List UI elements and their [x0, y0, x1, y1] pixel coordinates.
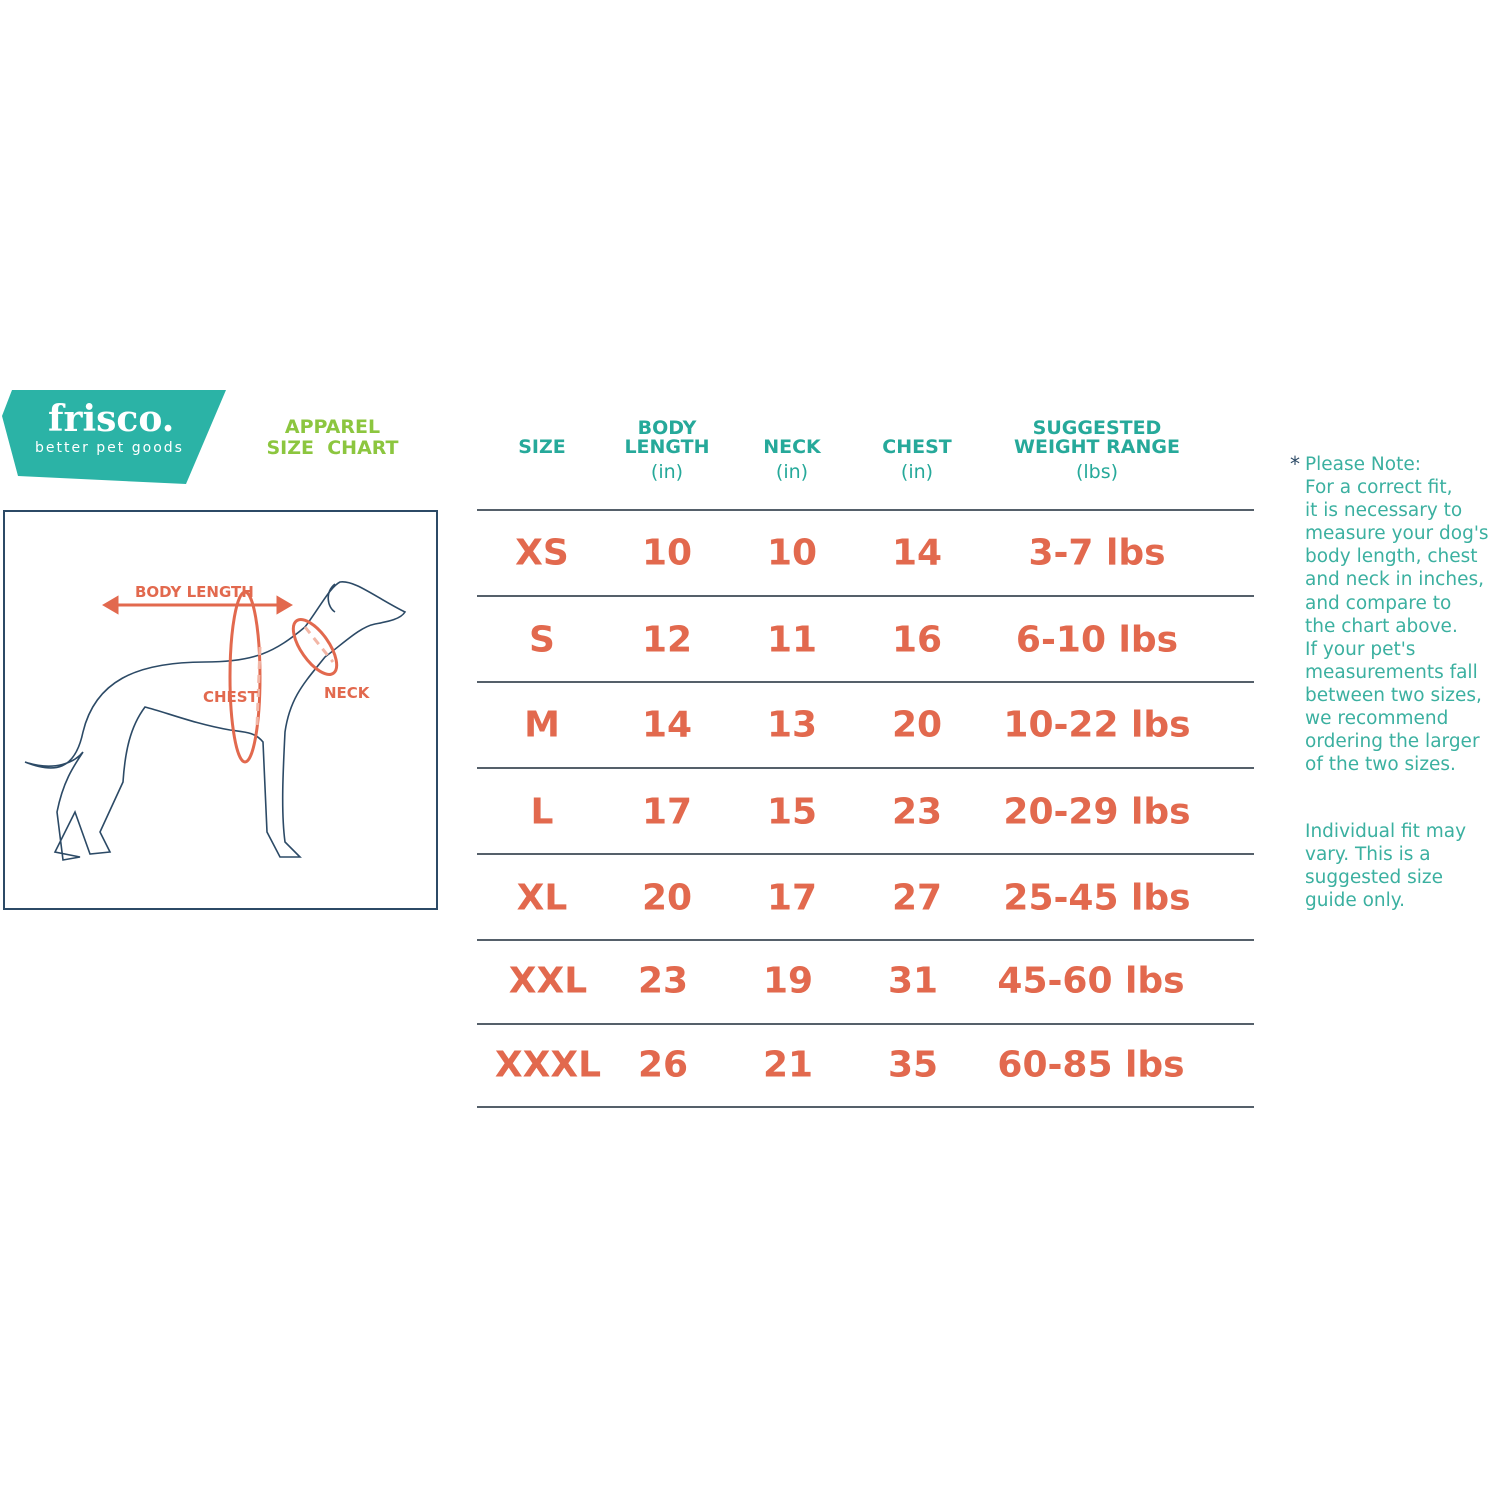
column-header-title: SIZE: [518, 436, 566, 458]
row-divider: [477, 939, 1254, 941]
note-line: of the two sizes.: [1305, 754, 1456, 776]
body-length-cell: 23: [637, 960, 689, 1002]
chest-cell: 23: [891, 791, 943, 833]
note-line: the chart above.: [1305, 615, 1458, 637]
size-cell: XL: [516, 877, 568, 919]
neck-cell: 10: [766, 532, 818, 574]
neck-cell: 21: [762, 1044, 814, 1086]
neck-label: NECK: [324, 684, 371, 702]
column-header-title: CHEST: [882, 436, 952, 458]
row-divider: [477, 681, 1254, 683]
note-line: body length, chest: [1305, 546, 1478, 568]
row-divider: [477, 1106, 1254, 1108]
note-line: ordering the larger: [1305, 731, 1480, 753]
row-divider: [477, 509, 1254, 511]
weight-range-cell: 10-22 lbs: [1003, 704, 1191, 746]
row-divider: [477, 595, 1254, 597]
column-header: SIZE: [518, 438, 566, 457]
chest-cell: 27: [891, 877, 943, 919]
note-line: it is necessary to: [1305, 500, 1463, 522]
note-line: If your pet's: [1305, 638, 1416, 660]
size-cell: XS: [515, 532, 569, 574]
column-header-unit: (in): [775, 461, 809, 483]
disclaimer-line: Individual fit may: [1305, 821, 1467, 842]
weight-range-cell: 45-60 lbs: [997, 960, 1185, 1002]
weight-range-cell: 25-45 lbs: [1003, 877, 1191, 919]
note-line: For a correct fit,: [1305, 477, 1453, 499]
disclaimer-line: guide only.: [1305, 890, 1405, 912]
row-divider: [477, 767, 1254, 769]
column-header: SUGGESTED WEIGHT RANGE (lbs): [1002, 419, 1192, 482]
column-header-title: NECK: [763, 436, 821, 458]
note-line: and compare to: [1305, 592, 1452, 614]
neck-cell: 15: [766, 791, 818, 833]
size-cell: S: [529, 619, 555, 661]
neck-cell: 13: [766, 704, 818, 746]
chest-cell: 35: [887, 1044, 939, 1086]
note-line: measurements fall: [1305, 661, 1478, 683]
column-header: NECK (in): [763, 438, 821, 482]
chest-label: CHEST: [203, 688, 259, 706]
body-length-label: BODY LENGTH: [135, 583, 254, 601]
size-cell: XXL: [508, 960, 588, 1002]
dog-illustration: BODY LENGTH CHEST NECK: [24, 581, 407, 861]
body-length-cell: 12: [641, 619, 693, 661]
size-cell: XXXL: [494, 1044, 602, 1086]
neck-cell: 11: [766, 619, 818, 661]
column-header: CHEST (in): [882, 438, 951, 482]
disclaimer-line: vary. This is a: [1305, 844, 1431, 866]
brand-logo-badge: [2, 390, 226, 484]
neck-cell: 17: [766, 877, 818, 919]
column-header-title: SUGGESTED WEIGHT RANGE: [1014, 417, 1180, 458]
row-divider: [477, 1023, 1254, 1025]
note-line: between two sizes,: [1305, 684, 1482, 706]
body-length-cell: 26: [637, 1044, 689, 1086]
page-title: APPAREL SIZE CHART: [250, 417, 415, 459]
size-cell: M: [524, 704, 560, 746]
asterisk: *: [1290, 452, 1300, 476]
body-length-cell: 20: [641, 877, 693, 919]
note-line: and neck in inches,: [1305, 569, 1484, 591]
body-length-cell: 14: [641, 704, 693, 746]
neck-loop: [291, 618, 339, 676]
measurement-diagram: BODY LENGTH CHEST NECK: [3, 510, 438, 910]
weight-range-cell: 6-10 lbs: [1015, 619, 1179, 661]
weight-range-cell: 3-7 lbs: [1028, 532, 1166, 574]
row-divider: [477, 853, 1254, 855]
brand-logo: frisco.: [48, 398, 175, 440]
chest-cell: 16: [891, 619, 943, 661]
weight-range-cell: 20-29 lbs: [1003, 791, 1191, 833]
note-line: we recommend: [1305, 708, 1449, 730]
body-length-cell: 10: [641, 532, 693, 574]
fit-disclaimer: Individual fit may vary. This is a suggest…: [1305, 820, 1500, 912]
chest-loop: [228, 590, 262, 764]
disclaimer-line: suggested size: [1305, 867, 1444, 889]
chest-cell: 14: [891, 532, 943, 574]
body-length-cell: 17: [641, 791, 693, 833]
column-header-title: BODY LENGTH: [624, 417, 710, 458]
column-header-unit: (in): [650, 461, 684, 483]
fit-note: * Please Note: For a correct fit, it is ne…: [1290, 452, 1500, 776]
note-line: measure your dog's: [1305, 523, 1489, 545]
title-line-1: APPAREL: [284, 416, 381, 438]
column-header: BODY LENGTH (in): [617, 419, 717, 482]
neck-cell: 19: [762, 960, 814, 1002]
title-line-2: SIZE CHART: [266, 437, 399, 459]
size-cell: L: [530, 791, 554, 833]
weight-range-cell: 60-85 lbs: [997, 1044, 1185, 1086]
note-line: Please Note:: [1305, 454, 1421, 475]
chest-cell: 20: [891, 704, 943, 746]
column-header-unit: (lbs): [1075, 461, 1119, 483]
chest-cell: 31: [887, 960, 939, 1002]
column-header-unit: (in): [900, 461, 934, 483]
brand-tagline: better pet goods: [35, 440, 184, 456]
